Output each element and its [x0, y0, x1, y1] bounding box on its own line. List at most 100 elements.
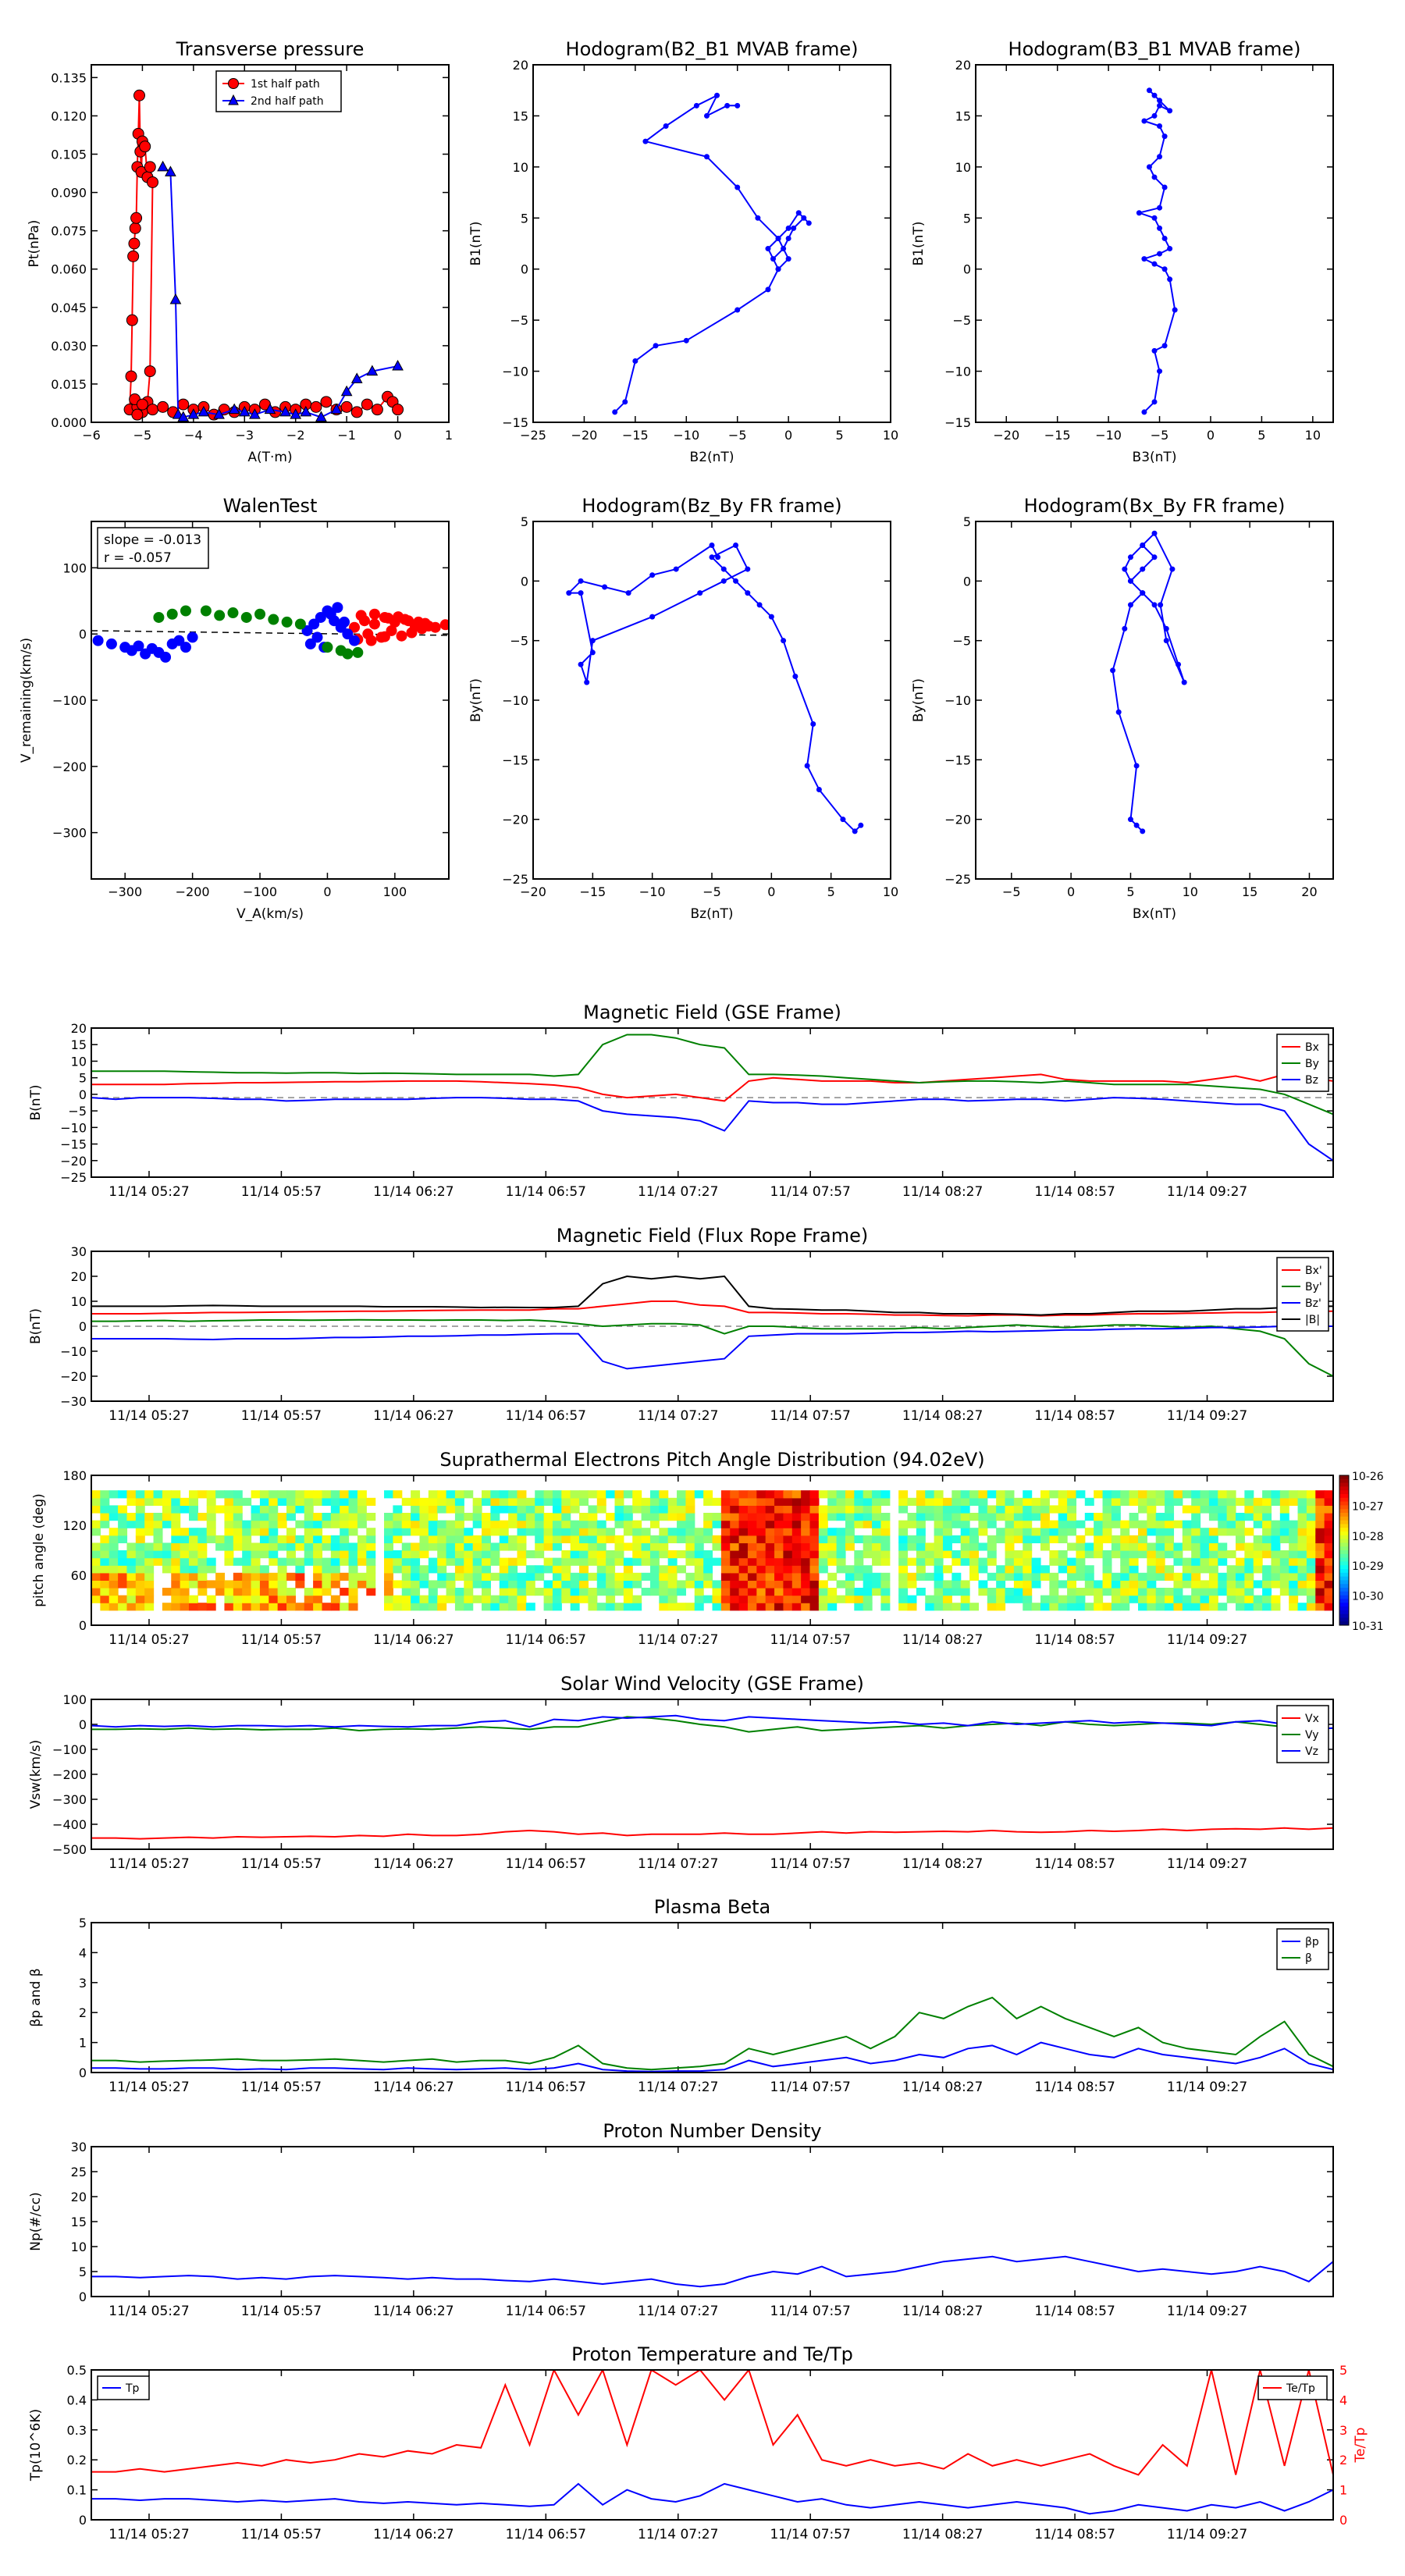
heatmap-cell	[1271, 1580, 1281, 1589]
heatmap-cell	[765, 1557, 775, 1566]
heatmap-cell	[809, 1513, 820, 1521]
heatmap-cell	[783, 1588, 793, 1596]
y-tick-label: −10	[944, 365, 971, 379]
heatmap-cell	[224, 1580, 234, 1589]
heatmap-cell	[925, 1595, 935, 1603]
heatmap-cell	[197, 1557, 208, 1566]
heatmap-cell	[1324, 1580, 1333, 1589]
heatmap-cell	[1208, 1603, 1218, 1611]
plot-area	[91, 1714, 1333, 1840]
heatmap-cell	[277, 1497, 287, 1506]
heatmap-cell	[898, 1535, 909, 1543]
heatmap-cell	[1040, 1505, 1050, 1514]
heatmap-cell	[508, 1572, 518, 1581]
heatmap-cell	[180, 1595, 190, 1603]
heatmap-cell	[677, 1535, 687, 1543]
x-tick-label: 10	[883, 884, 898, 899]
heatmap-cell	[366, 1535, 376, 1543]
heatmap-cell	[269, 1542, 279, 1551]
heatmap-cell	[242, 1565, 252, 1574]
heatmap-cell	[1137, 1490, 1147, 1499]
heatmap-cell	[348, 1513, 358, 1521]
heatmap-cell	[1155, 1497, 1165, 1506]
heatmap-cell	[570, 1542, 580, 1551]
heatmap-cell	[836, 1535, 846, 1543]
data-point	[745, 590, 751, 596]
data-point	[396, 630, 407, 642]
y-tick-label: 0	[963, 574, 971, 589]
heatmap-cell	[561, 1497, 571, 1506]
plot-border	[91, 1922, 1334, 2073]
time-tick-label: 11/14 06:27	[373, 1856, 454, 1872]
heatmap-cell	[499, 1565, 509, 1574]
heatmap-cell	[1049, 1595, 1059, 1603]
heatmap-cell	[1155, 1557, 1165, 1566]
heatmap-cell	[1005, 1528, 1015, 1536]
heatmap-cell	[126, 1580, 137, 1589]
heatmap-cell	[508, 1497, 518, 1506]
heatmap-cell	[525, 1520, 535, 1528]
x-tick-label: −15	[579, 884, 606, 899]
heatmap-cell	[118, 1490, 128, 1499]
time-tick-label: 11/14 08:57	[1034, 1184, 1115, 1200]
y-tick-label: 0.030	[51, 339, 87, 354]
heatmap-cell	[206, 1505, 216, 1514]
heatmap-cell	[437, 1595, 447, 1603]
heatmap-cell	[730, 1565, 740, 1574]
heatmap-cell	[118, 1513, 128, 1521]
heatmap-cell	[996, 1490, 1006, 1499]
heatmap-cell	[703, 1490, 713, 1499]
y-tick-label: 5	[963, 211, 971, 226]
heatmap-cell	[561, 1565, 571, 1574]
heatmap-cell	[517, 1595, 527, 1603]
heatmap-cell	[774, 1572, 784, 1581]
legend-label: 2nd half path	[251, 95, 324, 108]
heatmap-cell	[1289, 1528, 1299, 1536]
time-tick-label: 11/14 08:57	[1034, 2304, 1115, 2319]
heatmap-cell	[206, 1535, 216, 1543]
heatmap-cell	[1289, 1535, 1299, 1543]
heatmap-cell	[898, 1603, 909, 1611]
plot-border	[91, 1027, 1334, 1178]
colorbar-segment	[1339, 1557, 1349, 1562]
heatmap-cell	[135, 1550, 145, 1559]
heatmap-cell	[756, 1588, 767, 1596]
heatmap-cell	[1147, 1580, 1157, 1589]
heatmap-cell	[242, 1535, 252, 1543]
heatmap-cell	[1218, 1497, 1228, 1506]
heatmap-cell	[925, 1603, 935, 1611]
heatmap-cell	[951, 1490, 962, 1499]
heatmap-cell	[1262, 1603, 1272, 1611]
heatmap-cell	[951, 1513, 962, 1521]
heatmap-cell	[942, 1580, 952, 1589]
time-tick-label: 11/14 05:27	[108, 2527, 189, 2542]
colorbar-segment	[1339, 1553, 1349, 1559]
heatmap-cell	[996, 1535, 1006, 1543]
heatmap-cell	[269, 1490, 279, 1499]
heatmap-cell	[411, 1542, 421, 1551]
colorbar-segment	[1339, 1513, 1349, 1517]
heatmap-cell	[1102, 1490, 1112, 1499]
heatmap-cell	[1129, 1490, 1139, 1499]
heatmap-cell	[393, 1603, 403, 1611]
heatmap-cell	[233, 1588, 243, 1596]
heatmap-cell	[614, 1520, 624, 1528]
data-point	[379, 631, 390, 642]
heatmap-cell	[499, 1557, 509, 1566]
heatmap-cell	[694, 1588, 704, 1596]
heatmap-cell	[1271, 1535, 1281, 1543]
heatmap-cell	[791, 1490, 802, 1499]
heatmap-cell	[880, 1588, 891, 1596]
heatmap-cell	[543, 1490, 553, 1499]
heatmap-cell	[720, 1528, 731, 1536]
heatmap-cell	[144, 1603, 155, 1611]
heatmap-cell	[171, 1572, 181, 1581]
heatmap-cell	[454, 1557, 464, 1566]
data-point	[1127, 554, 1133, 560]
heatmap-cell	[313, 1550, 323, 1559]
heatmap-cell	[720, 1557, 731, 1566]
heatmap-cell	[224, 1528, 234, 1536]
y-tick-label: 25	[71, 2165, 87, 2179]
heatmap-cell	[118, 1603, 128, 1611]
y-tick-label: 0	[79, 1319, 87, 1334]
